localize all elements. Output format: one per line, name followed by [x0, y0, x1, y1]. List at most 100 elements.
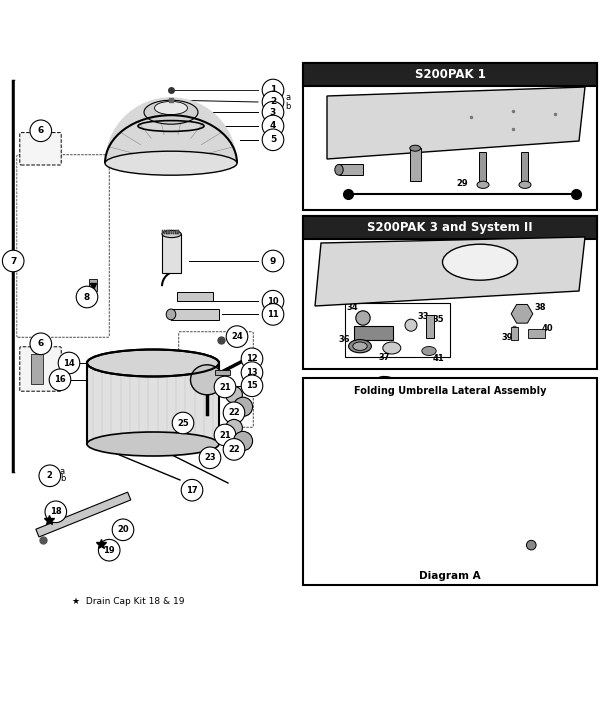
Text: S200PAK 1: S200PAK 1 — [415, 68, 485, 81]
Circle shape — [181, 479, 203, 501]
Circle shape — [526, 540, 536, 550]
Ellipse shape — [335, 164, 343, 175]
Text: 32: 32 — [336, 241, 348, 251]
Text: 23: 23 — [204, 453, 216, 462]
Text: 5: 5 — [270, 135, 276, 144]
Circle shape — [241, 348, 263, 370]
Circle shape — [223, 438, 245, 461]
Ellipse shape — [233, 431, 253, 451]
Text: a: a — [60, 466, 65, 476]
Ellipse shape — [405, 319, 417, 331]
Circle shape — [223, 402, 245, 423]
Bar — [167, 231, 169, 234]
Ellipse shape — [353, 342, 367, 351]
Bar — [354, 326, 393, 340]
Text: 33: 33 — [417, 312, 429, 321]
Text: 38: 38 — [534, 303, 546, 312]
Bar — [303, 216, 597, 238]
Text: 18: 18 — [50, 508, 62, 516]
FancyBboxPatch shape — [20, 347, 61, 391]
Ellipse shape — [166, 309, 176, 320]
Circle shape — [98, 539, 120, 561]
Text: 24: 24 — [231, 332, 243, 341]
Text: 16: 16 — [54, 376, 66, 384]
Circle shape — [412, 306, 434, 328]
Circle shape — [76, 286, 98, 308]
Text: 4: 4 — [270, 121, 276, 131]
Text: Diagram A: Diagram A — [419, 571, 481, 581]
Bar — [339, 164, 363, 175]
Text: 21: 21 — [219, 383, 231, 391]
Circle shape — [514, 124, 536, 146]
Bar — [528, 329, 545, 338]
Bar — [426, 315, 434, 338]
Bar — [176, 231, 178, 234]
Text: 10: 10 — [267, 297, 279, 306]
Text: 9: 9 — [270, 256, 276, 266]
Circle shape — [262, 115, 284, 137]
Bar — [303, 63, 597, 210]
Polygon shape — [327, 87, 585, 159]
Text: 22: 22 — [228, 408, 240, 417]
Ellipse shape — [87, 349, 219, 376]
Ellipse shape — [190, 365, 223, 395]
Bar — [162, 234, 181, 273]
Ellipse shape — [226, 386, 242, 403]
Ellipse shape — [443, 244, 517, 280]
Bar — [177, 292, 213, 301]
FancyBboxPatch shape — [20, 133, 61, 165]
Circle shape — [334, 89, 356, 110]
Circle shape — [226, 326, 248, 348]
Ellipse shape — [477, 181, 489, 188]
Circle shape — [427, 309, 449, 331]
Text: 1: 1 — [270, 86, 276, 94]
Bar — [31, 354, 43, 384]
Ellipse shape — [87, 432, 219, 456]
Circle shape — [241, 375, 263, 396]
Text: 40: 40 — [542, 323, 554, 333]
Circle shape — [427, 348, 449, 369]
Circle shape — [214, 376, 236, 398]
Text: Folding Umbrella Lateral Assembly: Folding Umbrella Lateral Assembly — [354, 386, 546, 396]
Circle shape — [333, 328, 355, 350]
Circle shape — [262, 129, 284, 151]
Text: 36: 36 — [338, 334, 350, 343]
Text: 27: 27 — [333, 141, 345, 150]
Circle shape — [262, 79, 284, 101]
Text: 41: 41 — [432, 353, 444, 363]
Text: 35: 35 — [432, 316, 444, 324]
Text: 30: 30 — [477, 131, 489, 139]
Ellipse shape — [144, 100, 198, 124]
Ellipse shape — [383, 342, 401, 354]
Ellipse shape — [519, 181, 531, 188]
Circle shape — [496, 327, 518, 348]
Bar — [162, 231, 163, 234]
Bar — [410, 149, 421, 181]
Text: 2: 2 — [47, 471, 53, 481]
Ellipse shape — [422, 346, 436, 356]
Text: 15: 15 — [246, 381, 258, 391]
Circle shape — [331, 235, 353, 257]
Ellipse shape — [226, 419, 242, 436]
Text: 14: 14 — [63, 358, 75, 368]
Bar — [36, 492, 131, 537]
Bar — [164, 231, 165, 234]
Text: 39: 39 — [501, 333, 513, 342]
Circle shape — [45, 501, 67, 523]
Text: a: a — [285, 94, 290, 102]
Circle shape — [341, 296, 363, 318]
Bar — [303, 216, 597, 369]
Circle shape — [241, 362, 263, 383]
Text: S200PAK 3 and System II: S200PAK 3 and System II — [367, 221, 533, 234]
Text: 34: 34 — [346, 303, 358, 312]
Bar — [303, 378, 597, 585]
Text: 6: 6 — [38, 339, 44, 348]
Circle shape — [30, 120, 52, 141]
Circle shape — [262, 291, 284, 312]
Ellipse shape — [410, 145, 421, 151]
Circle shape — [262, 303, 284, 325]
Ellipse shape — [349, 340, 371, 353]
Text: 8: 8 — [84, 293, 90, 301]
Bar — [215, 370, 230, 375]
Bar — [89, 279, 97, 291]
